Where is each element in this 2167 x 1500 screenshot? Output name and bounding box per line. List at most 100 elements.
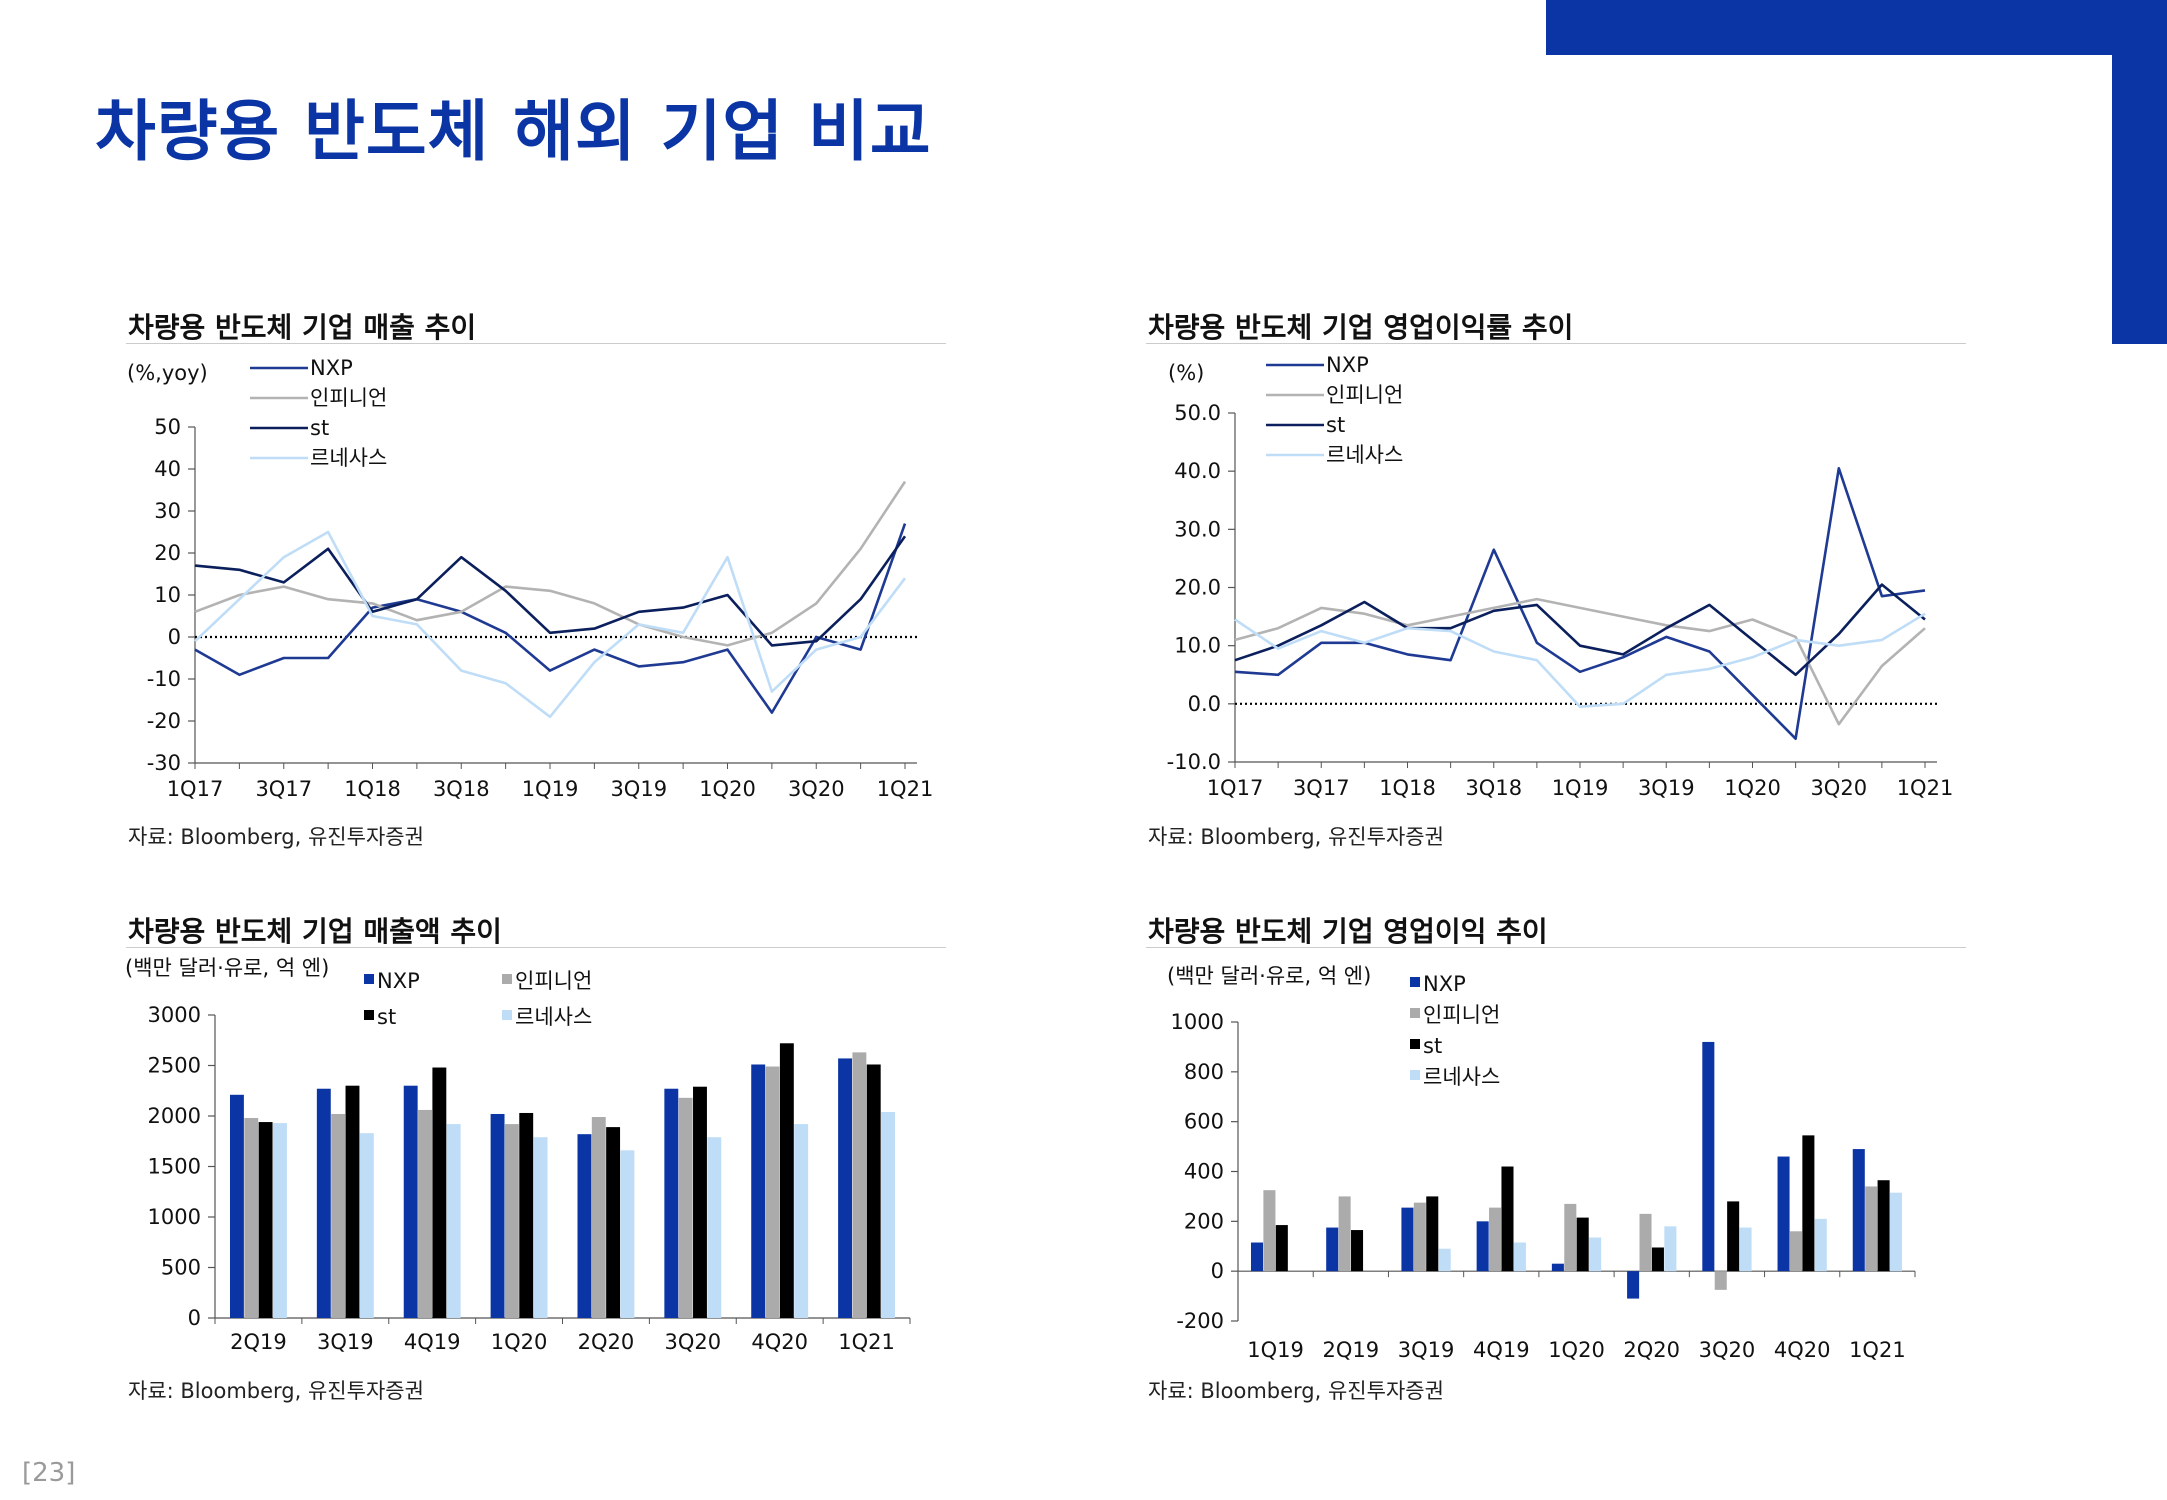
c4-x-tick-label: 4Q19 (1473, 1338, 1530, 1362)
c4-bar-NXP (1551, 1263, 1564, 1272)
c4-y-tick-label: 600 (1184, 1110, 1224, 1134)
c1-legend-label: 르네사스 (310, 446, 387, 470)
c3-y-tick-label: 0 (188, 1306, 201, 1330)
c1-x-tick-label: 3Q18 (433, 777, 490, 801)
c4-bar-인피니언 (1789, 1231, 1802, 1272)
chart3-title-rule (126, 947, 946, 948)
c4-bar-인피니언 (1489, 1207, 1502, 1272)
c3-bar-NXP (490, 1113, 505, 1318)
c2-x-tick-label: 1Q21 (1897, 776, 1954, 800)
c4-bar-르네사스 (1438, 1248, 1451, 1272)
c4-y-tick-label: 400 (1184, 1160, 1224, 1184)
c2-series-line-1 (1234, 597, 1926, 726)
c2-legend-label: 인피니언 (1326, 383, 1403, 407)
chart4-bar-chart: (백만 달러·유로, 억 엔) -200 0 200 400 600 800 1000 1Q19… (1167, 964, 1916, 1362)
c3-bar-르네사스 (533, 1137, 548, 1318)
brand-bar-top (1546, 0, 2167, 55)
c4-bar-NXP (1250, 1242, 1264, 1272)
c4-x-tick-label: 2Q19 (1323, 1338, 1380, 1362)
c3-legend-label: 인피니언 (515, 969, 592, 993)
c3-x-tick-label: 2Q19 (230, 1330, 287, 1354)
c4-bar-르네사스 (1889, 1192, 1903, 1272)
c3-x-tick-label: 3Q20 (665, 1330, 722, 1354)
c3-bar-르네사스 (620, 1150, 635, 1318)
c3-y-tick-label: 2500 (148, 1054, 201, 1078)
c3-bar-st (432, 1067, 447, 1318)
c3-bar-NXP (403, 1085, 418, 1318)
c4-y-tick-label: 0 (1211, 1259, 1224, 1283)
c4-bar-인피니언 (1865, 1186, 1878, 1272)
c3-bar-인피니언 (591, 1117, 606, 1318)
c4-y-tick-label: -200 (1176, 1309, 1224, 1333)
c3-y-tick-label: 1500 (148, 1155, 201, 1179)
c1-series-line-1 (194, 480, 907, 647)
chart4-title-rule (1146, 947, 1966, 948)
c2-y-tick-label: 10.0 (1174, 634, 1221, 658)
c4-bar-st (1877, 1180, 1890, 1272)
c2-x-tick-label: 1Q19 (1552, 776, 1609, 800)
c4-bar-르네사스 (1589, 1237, 1602, 1272)
c4-legend-swatch (1410, 1039, 1420, 1049)
c3-bar-NXP (751, 1064, 766, 1318)
c1-y-tick-label: 20 (154, 541, 181, 565)
chart1-line-chart: (%,yoy) -30 -20 -10 0 10 20 30 40 50 1Q17 3Q17 1Q18 3… (127, 356, 933, 801)
c4-legend-swatch (1410, 1070, 1420, 1080)
c3-y-tick-label: 500 (161, 1256, 201, 1280)
c2-legend-label: st (1326, 413, 1345, 437)
c3-bar-르네사스 (446, 1124, 461, 1318)
chart1-source: 자료: Bloomberg, 유진투자증권 (128, 825, 424, 849)
c2-legend-label: NXP (1326, 353, 1369, 377)
c3-legend-label: NXP (377, 969, 420, 993)
c4-legend-label: NXP (1423, 972, 1466, 996)
page-title: 차량용 반도체 해외 기업 비교 (95, 93, 932, 170)
c3-bar-NXP (316, 1088, 331, 1318)
c3-unit-label: (백만 달러·유로, 억 엔) (125, 956, 329, 980)
c3-bar-st (519, 1112, 534, 1318)
brand-bar-side (2112, 0, 2167, 344)
c2-x-tick-label: 3Q18 (1465, 776, 1522, 800)
c4-bar-st (1275, 1225, 1288, 1272)
c3-legend-swatch (364, 1010, 374, 1020)
c1-y-tick-label: 50 (154, 415, 181, 439)
c4-bar-st (1426, 1196, 1439, 1272)
c4-bar-st (1802, 1135, 1815, 1272)
c4-bar-NXP (1702, 1041, 1715, 1272)
c3-bar-르네사스 (707, 1137, 722, 1318)
c3-y-tick-label: 2000 (148, 1104, 201, 1128)
c3-y-tick-label: 3000 (148, 1003, 201, 1027)
c4-legend-label: st (1423, 1034, 1442, 1058)
c3-bar-st (258, 1122, 273, 1318)
c3-bar-인피니언 (504, 1124, 519, 1318)
c2-y-tick-label: 30.0 (1174, 517, 1221, 541)
c1-y-tick-label: 30 (154, 499, 181, 523)
c4-unit-label: (백만 달러·유로, 억 엔) (1167, 964, 1371, 988)
chart2-title: 차량용 반도체 기업 영업이익률 추이 (1148, 311, 1574, 344)
page-number: [23] (22, 1458, 76, 1488)
c1-x-tick-label: 1Q19 (522, 777, 579, 801)
c3-legend-swatch (364, 974, 374, 984)
c3-legend-swatch (502, 1010, 512, 1020)
c4-y-tick-label: 200 (1184, 1209, 1224, 1233)
c3-bar-NXP (229, 1094, 244, 1318)
chart3-title: 차량용 반도체 기업 매출액 추이 (128, 915, 502, 948)
c4-bar-르네사스 (1814, 1218, 1827, 1272)
c3-bar-르네사스 (272, 1123, 287, 1318)
c2-y-tick-label: 50.0 (1174, 401, 1221, 425)
c4-bar-인피니언 (1338, 1196, 1351, 1272)
c4-legend-swatch (1410, 1008, 1420, 1018)
c1-y-tick-label: -10 (147, 667, 181, 691)
c3-x-tick-label: 1Q20 (491, 1330, 548, 1354)
c4-bar-NXP (1401, 1207, 1414, 1272)
c4-y-tick-label: 800 (1184, 1060, 1224, 1084)
c3-bar-st (779, 1043, 794, 1318)
c3-bar-st (866, 1064, 881, 1318)
c1-x-tick-label: 3Q17 (255, 777, 312, 801)
c4-bar-st (1576, 1217, 1589, 1272)
c2-legend-label: 르네사스 (1326, 443, 1403, 467)
c3-legend-label: 르네사스 (515, 1005, 592, 1029)
c4-bar-인피니언 (1714, 1271, 1727, 1290)
c3-legend-swatch (502, 974, 512, 984)
c4-legend-label: 인피니언 (1423, 1003, 1500, 1027)
c3-bar-NXP (838, 1058, 853, 1318)
c3-bar-NXP (577, 1134, 592, 1318)
